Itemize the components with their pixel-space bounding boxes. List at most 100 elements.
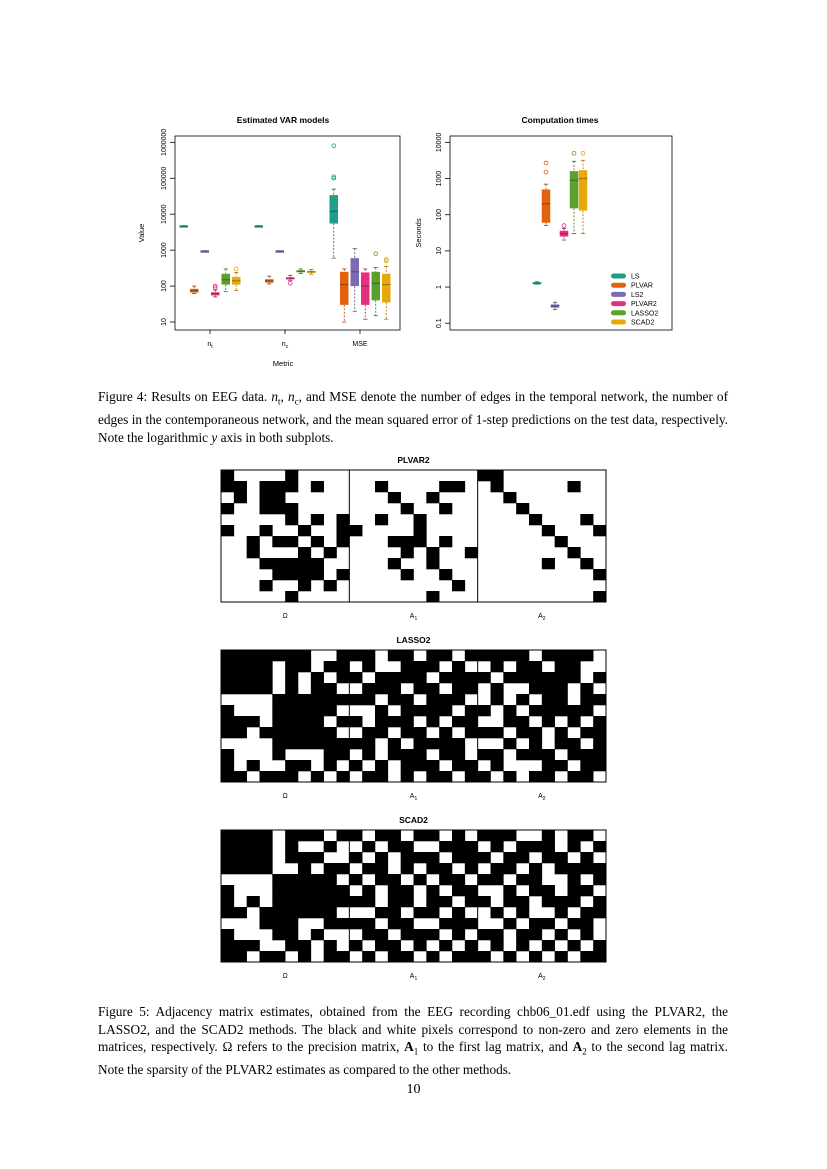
matrix-cell <box>554 929 568 941</box>
matrix-cell <box>464 852 478 864</box>
matrix-cell <box>298 896 312 908</box>
matrix-cell <box>580 863 594 875</box>
legend-swatch <box>611 291 626 297</box>
matrix-cell <box>593 738 607 750</box>
matrix-cell <box>464 760 478 772</box>
matrix-cell <box>503 951 517 963</box>
matrix-cell <box>490 874 504 886</box>
matrix-cell <box>554 907 568 919</box>
box-iqr <box>275 250 284 253</box>
matrix-cell <box>387 650 401 662</box>
matrix-cell <box>349 525 363 537</box>
page-number: 10 <box>406 1082 421 1097</box>
y-axis-label: Value <box>137 224 146 243</box>
matrix-cell <box>593 874 607 886</box>
matrix-cell <box>464 727 478 739</box>
matrix-cell <box>336 672 350 684</box>
matrix-cell <box>477 650 491 662</box>
matrix-cell <box>387 918 401 930</box>
matrix-cell <box>439 841 453 853</box>
matrix-cell <box>272 885 286 897</box>
matrix-cell <box>221 650 235 662</box>
matrix-cell <box>310 536 324 548</box>
panel-scad2: SCAD2 Ω A1 A2 <box>220 815 607 982</box>
matrix-cell <box>477 470 491 482</box>
matrix-cell <box>490 683 504 695</box>
matrix-cell <box>362 918 376 930</box>
matrix-cell <box>285 896 299 908</box>
matrix-cell <box>246 650 260 662</box>
panel-frame <box>220 649 607 783</box>
matrix-cell <box>285 738 299 750</box>
y-axis: 0.1 1 10 100 1000 10000 <box>436 133 450 328</box>
matrix-cell <box>490 940 504 952</box>
panel-plvar2: PLVAR2 Ω A1 A2 <box>220 455 607 622</box>
matrix-cell <box>490 929 504 941</box>
matrix-0 <box>221 650 350 783</box>
matrix-cell <box>503 650 517 662</box>
outlier-point <box>212 283 218 289</box>
matrix-cell <box>349 694 363 706</box>
group-1 <box>254 225 316 286</box>
matrix-cell <box>426 885 440 897</box>
matrix-cell <box>233 940 247 952</box>
box-iqr <box>254 225 263 228</box>
matrix-cell <box>336 525 350 537</box>
matrix-cell <box>529 738 543 750</box>
legend-label: LS <box>631 274 640 281</box>
matrix-cell <box>221 525 235 537</box>
matrix-cell <box>554 951 568 963</box>
matrix-cell <box>554 683 568 695</box>
matrix-cell <box>336 896 350 908</box>
legend-label: LASSO2 <box>631 310 658 317</box>
box-ls <box>179 225 188 228</box>
matrix-cell <box>554 650 568 662</box>
matrix-cell <box>349 874 363 886</box>
x-axis: nt nc MSE <box>207 330 368 350</box>
matrix-cell <box>221 885 235 897</box>
matrix-cell <box>221 672 235 684</box>
matrix-cell <box>477 874 491 886</box>
matrix-cell <box>323 749 337 761</box>
matrix-cell <box>233 492 247 504</box>
matrix-cell <box>580 830 594 842</box>
matrix-cell <box>259 650 273 662</box>
outlier-point <box>331 174 337 180</box>
outlier-point <box>561 223 567 228</box>
matrix-cell <box>375 705 389 717</box>
matrix-label: A1 <box>410 613 418 622</box>
matrix-cell <box>362 841 376 853</box>
matrix-cell <box>336 514 350 526</box>
matrix-cell <box>323 896 337 908</box>
matrix-cell <box>272 907 286 919</box>
matrix-cell <box>221 716 235 728</box>
matrix-cell <box>246 661 260 673</box>
matrix-cell <box>285 514 299 526</box>
matrix-cell <box>285 650 299 662</box>
box-ls2 <box>550 301 560 310</box>
matrix-cell <box>298 580 312 592</box>
matrix-cell <box>323 661 337 673</box>
matrix-cell <box>298 852 312 864</box>
matrix-cell <box>387 672 401 684</box>
matrix-cell <box>541 705 555 717</box>
matrix-label-subscript: 2 <box>543 976 546 982</box>
matrix-cell <box>285 716 299 728</box>
matrix-cell <box>298 705 312 717</box>
matrix-cell <box>580 771 594 783</box>
matrix-cell <box>387 874 401 886</box>
boxes <box>532 150 588 310</box>
x-tick-subscript: c <box>286 344 289 350</box>
matrix-cell <box>541 830 555 842</box>
box-ls2 <box>200 250 209 253</box>
box-ls <box>532 281 542 285</box>
matrix-cell <box>298 694 312 706</box>
matrix-cell <box>593 951 607 963</box>
outlier-point <box>373 251 379 256</box>
matrix-cell <box>464 672 478 684</box>
matrix-cell <box>221 896 235 908</box>
matrix-cell <box>439 503 453 515</box>
box-plvar2 <box>559 223 569 241</box>
matrix-cell <box>387 558 401 570</box>
matrix-cell <box>413 852 427 864</box>
